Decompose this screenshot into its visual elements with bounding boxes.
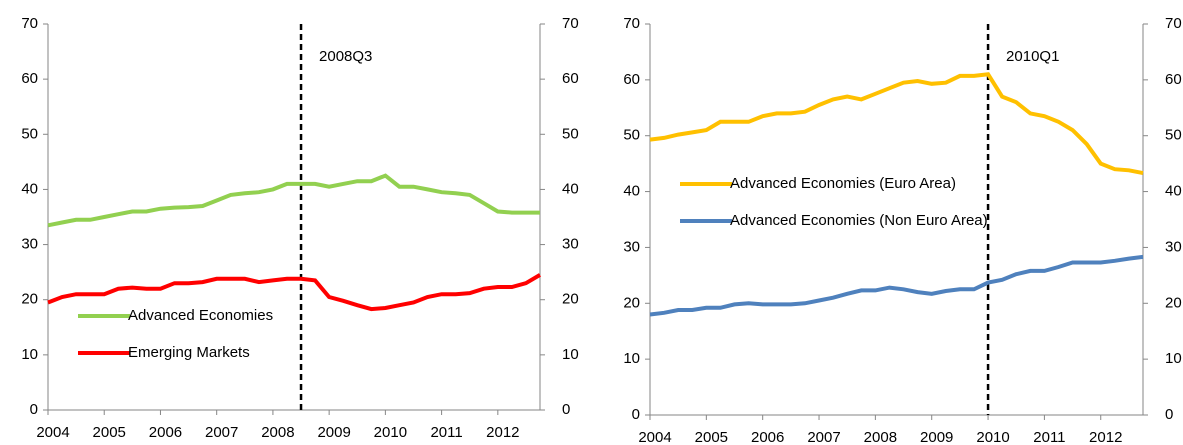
y2-tick-label: 30 — [1165, 238, 1182, 255]
y2-tick-label: 60 — [562, 70, 579, 87]
y-tick-label: 40 — [21, 180, 38, 197]
y2-tick-label: 10 — [1165, 350, 1182, 367]
x-tick-label: 2010 — [374, 424, 407, 441]
x-tick-label: 2005 — [695, 429, 728, 445]
x-tick-label: 2008 — [261, 424, 294, 441]
y2-tick-label: 40 — [1165, 183, 1182, 200]
vline-label: 2008Q3 — [319, 48, 372, 65]
y2-tick-label: 70 — [562, 15, 579, 32]
series-line — [47, 173, 540, 228]
series-line — [649, 72, 1144, 176]
y-tick-label: 0 — [632, 406, 640, 423]
y-tick-label: 30 — [21, 236, 38, 253]
y-tick-label: 20 — [21, 291, 38, 308]
x-tick-label: 2004 — [638, 429, 671, 445]
vline-label: 2010Q1 — [1006, 48, 1059, 65]
legend-label: Advanced Economies — [128, 307, 273, 324]
x-tick-label: 2006 — [751, 429, 784, 445]
y-tick-label: 70 — [21, 15, 38, 32]
x-tick-label: 2007 — [807, 429, 840, 445]
y-tick-label: 60 — [623, 71, 640, 88]
x-tick-label: 2005 — [93, 424, 126, 441]
y2-tick-label: 60 — [1165, 71, 1182, 88]
y2-tick-label: 0 — [562, 401, 570, 418]
x-tick-label: 2012 — [486, 424, 519, 441]
y2-tick-label: 0 — [1165, 406, 1173, 423]
y-tick-label: 10 — [21, 346, 38, 363]
y-tick-label: 70 — [623, 15, 640, 32]
x-tick-label: 2011 — [1033, 429, 1065, 445]
x-tick-label: 2012 — [1089, 429, 1122, 445]
x-tick-label: 2008 — [864, 429, 897, 445]
y2-tick-label: 30 — [562, 236, 579, 253]
y2-tick-label: 50 — [562, 125, 579, 142]
x-tick-label: 2006 — [149, 424, 182, 441]
x-tick-label: 2010 — [976, 429, 1009, 445]
y2-tick-label: 40 — [562, 180, 579, 197]
y-tick-label: 20 — [623, 294, 640, 311]
x-tick-label: 2009 — [317, 424, 350, 441]
x-tick-label: 2011 — [430, 424, 462, 441]
series-line — [649, 254, 1144, 317]
y-tick-label: 50 — [21, 125, 38, 142]
x-tick-label: 2007 — [205, 424, 238, 441]
y-tick-label: 10 — [623, 350, 640, 367]
y2-tick-label: 10 — [562, 346, 579, 363]
legend-label: Emerging Markets — [128, 344, 250, 361]
legend-label: Advanced Economies (Euro Area) — [730, 175, 956, 192]
x-tick-label: 2009 — [920, 429, 953, 445]
y2-tick-label: 50 — [1165, 127, 1182, 144]
y-tick-label: 50 — [623, 127, 640, 144]
y-tick-label: 30 — [623, 238, 640, 255]
series-line — [47, 273, 542, 312]
y-tick-label: 40 — [623, 183, 640, 200]
y-tick-label: 0 — [30, 401, 38, 418]
x-tick-label: 2004 — [36, 424, 69, 441]
legend-label: Advanced Economies (Non Euro Area) — [730, 212, 988, 229]
y-tick-label: 60 — [21, 70, 38, 87]
y2-tick-label: 70 — [1165, 15, 1182, 32]
y2-tick-label: 20 — [562, 291, 579, 308]
y2-tick-label: 20 — [1165, 294, 1182, 311]
